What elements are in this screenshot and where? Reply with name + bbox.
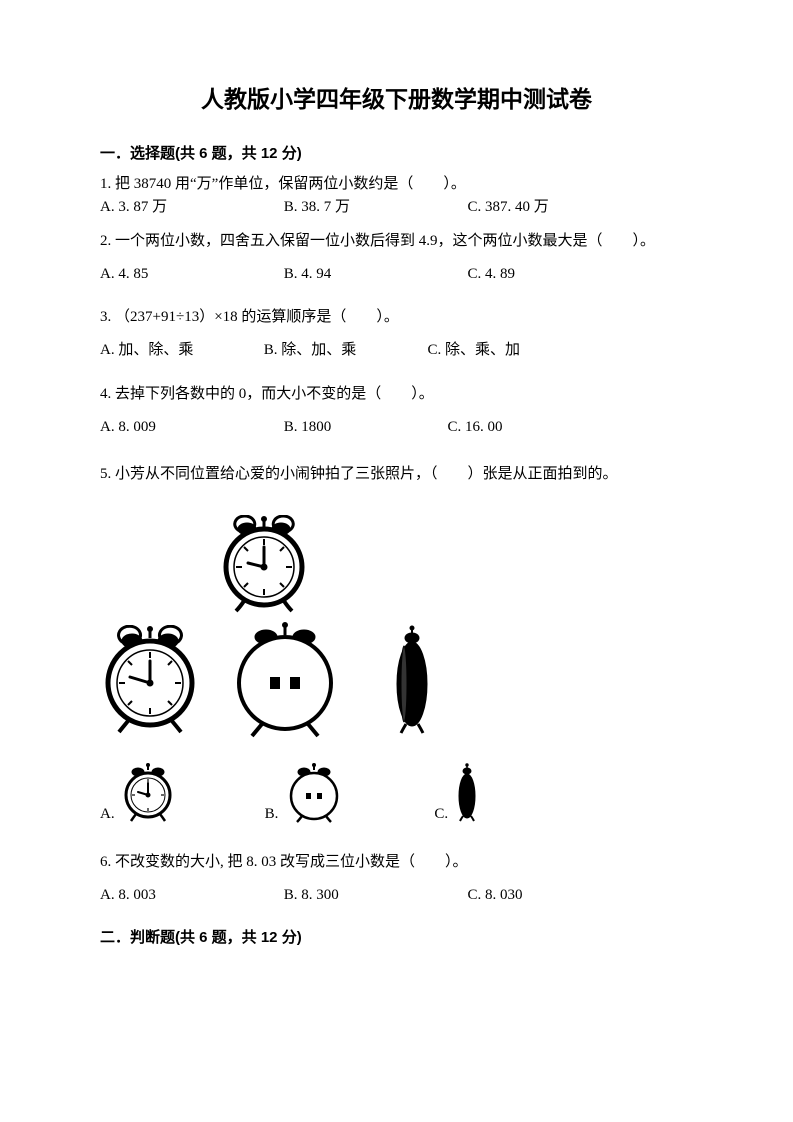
- q1-opt-b: B. 38. 7 万: [284, 196, 464, 219]
- q1-opt-c: C. 387. 40 万: [468, 196, 549, 219]
- q1-options: A. 3. 87 万 B. 38. 7 万 C. 387. 40 万: [100, 196, 693, 219]
- q2-options: A. 4. 85 B. 4. 94 C. 4. 89: [100, 263, 693, 286]
- page-title: 人教版小学四年级下册数学期中测试卷: [100, 80, 693, 114]
- q3-opt-a: A. 加、除、乘: [100, 339, 260, 362]
- q1-text: 1. 把 38740 用“万”作单位，保留两位小数约是（ ）。: [100, 173, 693, 196]
- q2-opt-c: C. 4. 89: [468, 263, 516, 286]
- clock-back-icon: [230, 621, 340, 739]
- q5-opt-c-icon: [454, 763, 480, 823]
- q6-opt-c: C. 8. 030: [468, 884, 523, 907]
- q4-opt-a: A. 8. 009: [100, 416, 280, 439]
- clock-side-oval-icon: [390, 624, 434, 736]
- q4-opt-c: C. 16. 00: [448, 416, 503, 439]
- q5-opt-a-icon: [121, 763, 175, 823]
- q3-options: A. 加、除、乘 B. 除、加、乘 C. 除、乘、加: [100, 339, 693, 362]
- q5-opt-b-label: B.: [265, 806, 279, 823]
- q2-opt-b: B. 4. 94: [284, 263, 464, 286]
- q4-options: A. 8. 009 B. 1800 C. 16. 00: [100, 416, 693, 439]
- q3-text: 3. （237+91÷13）×18 的运算顺序是（ ）。: [100, 306, 693, 329]
- q3-opt-c: C. 除、乘、加: [428, 339, 521, 362]
- q5-opt-c-label: C.: [434, 806, 448, 823]
- q1-opt-a: A. 3. 87 万: [100, 196, 280, 219]
- section1-header: 一．选择题(共 6 题，共 12 分): [100, 142, 693, 163]
- q6-text: 6. 不改变数的大小, 把 8. 03 改写成三位小数是（ ）。: [100, 851, 693, 874]
- q2-text: 2. 一个两位小数，四舍五入保留一位小数后得到 4.9，这个两位小数最大是（ ）…: [100, 230, 693, 253]
- q3-opt-b: B. 除、加、乘: [264, 339, 424, 362]
- clock-side-front-icon: [100, 625, 200, 735]
- q6-opt-b: B. 8. 300: [284, 884, 464, 907]
- q4-opt-b: B. 1800: [284, 416, 444, 439]
- q5-opt-a-label: A.: [100, 806, 115, 823]
- q6-options: A. 8. 003 B. 8. 300 C. 8. 030: [100, 884, 693, 907]
- clock-top-front-icon: [220, 515, 308, 615]
- section2-header: 二．判断题(共 6 题，共 12 分): [100, 926, 693, 947]
- q2-opt-a: A. 4. 85: [100, 263, 280, 286]
- q6-opt-a: A. 8. 003: [100, 884, 280, 907]
- q5-text: 5. 小芳从不同位置给心爱的小闹钟拍了三张照片，（ ）张是从正面拍到的。: [100, 459, 693, 489]
- q4-text: 4. 去掉下列各数中的 0，而大小不变的是（ ）。: [100, 383, 693, 406]
- q5-opt-b-icon: [284, 763, 344, 823]
